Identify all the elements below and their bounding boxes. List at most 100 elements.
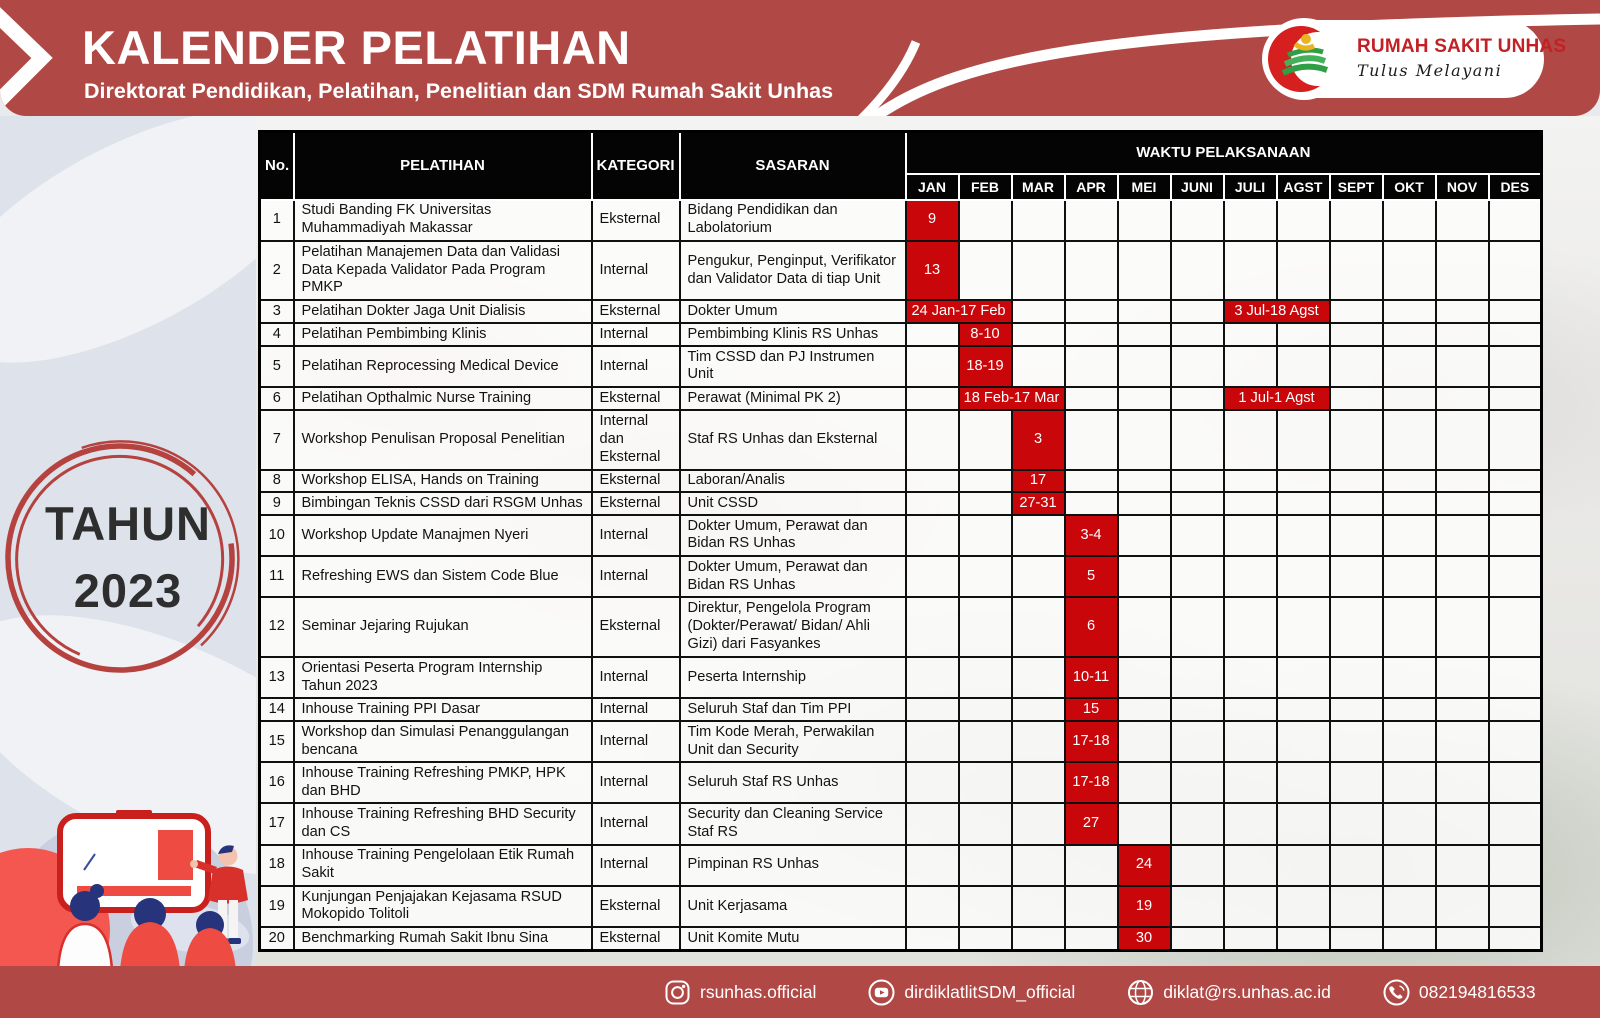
year-badge: TAHUN 2023 bbox=[0, 408, 256, 708]
month-cell bbox=[1275, 596, 1331, 659]
footer-youtube: dirdiklatlitSDM_official bbox=[868, 979, 1075, 1006]
table-row: 4 Pelatihan Pembimbing Klinis Internal Pemb… bbox=[258, 322, 1543, 347]
table-row: 8 Workshop ELISA, Hands on Training Ekster… bbox=[258, 468, 1543, 494]
month-cell bbox=[1222, 198, 1278, 242]
training-name-cell: Inhouse Training Refreshing PMKP, HPK da… bbox=[292, 761, 593, 805]
month-cell bbox=[1434, 239, 1490, 302]
month-cell bbox=[1169, 322, 1225, 347]
page-header: KALENDER PELATIHAN Direktorat Pendidikan… bbox=[0, 0, 1600, 116]
month-cell bbox=[1222, 802, 1278, 846]
target-audience-cell: Unit Kerjasama bbox=[678, 884, 907, 929]
month-cell bbox=[1381, 761, 1437, 805]
month-cell bbox=[1434, 408, 1490, 471]
month-cell bbox=[1487, 884, 1543, 929]
hospital-name: RUMAH SAKIT UNHAS bbox=[1357, 36, 1567, 57]
column-header-kategori: KATEGORI bbox=[590, 130, 681, 201]
month-cell bbox=[1381, 468, 1437, 494]
training-calendar: No. PELATIHAN KATEGORI SASARAN WAKTU PELAKSA… bbox=[258, 130, 1544, 952]
month-cell bbox=[1169, 198, 1225, 242]
month-cell bbox=[1169, 299, 1225, 325]
row-number-cell: 18 bbox=[258, 843, 295, 887]
month-cell bbox=[1010, 719, 1066, 764]
month-cell bbox=[1275, 513, 1331, 558]
month-header-agst: AGST bbox=[1275, 172, 1331, 201]
row-number-cell: 7 bbox=[258, 408, 295, 471]
month-cell bbox=[1328, 555, 1384, 599]
month-cell bbox=[1487, 513, 1543, 558]
calendar-table-head: No. PELATIHAN KATEGORI SASARAN WAKTU PELAKSA… bbox=[258, 130, 1543, 201]
month-cell bbox=[904, 926, 960, 952]
month-cell bbox=[1328, 322, 1384, 347]
month-cell bbox=[904, 656, 960, 700]
month-cell bbox=[1328, 344, 1384, 389]
table-row: 5 Pelatihan Reprocessing Medical Device In… bbox=[258, 344, 1543, 389]
row-number-cell: 17 bbox=[258, 802, 295, 846]
month-cell bbox=[1381, 719, 1437, 764]
month-cell bbox=[1169, 884, 1225, 929]
month-cell bbox=[1487, 239, 1543, 302]
row-number-cell: 3 bbox=[258, 299, 295, 325]
schedule-cell: 1 Jul-1 Agst bbox=[1222, 386, 1331, 411]
month-cell bbox=[1381, 656, 1437, 700]
month-cell bbox=[1487, 761, 1543, 805]
category-cell: Internal bbox=[590, 761, 681, 805]
month-cell bbox=[957, 239, 1013, 302]
month-cell bbox=[1328, 596, 1384, 659]
month-cell bbox=[1010, 697, 1066, 722]
row-number-cell: 6 bbox=[258, 386, 295, 411]
month-cell bbox=[1381, 697, 1437, 722]
month-cell bbox=[1328, 802, 1384, 846]
row-number-cell: 15 bbox=[258, 719, 295, 764]
month-cell bbox=[904, 596, 960, 659]
row-number-cell: 1 bbox=[258, 198, 295, 242]
month-cell bbox=[904, 697, 960, 722]
row-number-cell: 12 bbox=[258, 596, 295, 659]
month-header-mar: MAR bbox=[1010, 172, 1066, 201]
contact-footer: rsunhas.official dirdiklatlitSDM_officia… bbox=[0, 966, 1600, 1018]
month-cell bbox=[1169, 761, 1225, 805]
month-cell bbox=[1169, 468, 1225, 494]
sidebar-decoration bbox=[0, 116, 256, 415]
month-cell bbox=[1063, 468, 1119, 494]
category-cell: Internal bbox=[590, 344, 681, 389]
month-cell bbox=[1116, 491, 1172, 516]
month-cell bbox=[1487, 344, 1543, 389]
month-cell bbox=[904, 802, 960, 846]
month-cell bbox=[1434, 719, 1490, 764]
table-row: 6 Pelatihan Opthalmic Nurse Training Ekste… bbox=[258, 386, 1543, 411]
month-cell bbox=[1010, 555, 1066, 599]
month-cell bbox=[1328, 468, 1384, 494]
month-cell bbox=[1063, 344, 1119, 389]
target-audience-cell: Tim Kode Merah, Perwakilan Unit dan Secu… bbox=[678, 719, 907, 764]
schedule-cell: 9 bbox=[904, 198, 960, 242]
month-cell bbox=[1116, 299, 1172, 325]
table-row: 20 Benchmarking Rumah Sakit Ibnu Sina Ekst… bbox=[258, 926, 1543, 952]
month-cell bbox=[1169, 843, 1225, 887]
training-name-cell: Studi Banding FK Universitas Muhammadiya… bbox=[292, 198, 593, 242]
month-cell bbox=[1010, 322, 1066, 347]
column-header-pelatihan: PELATIHAN bbox=[292, 130, 593, 201]
month-cell bbox=[957, 656, 1013, 700]
month-cell bbox=[904, 322, 960, 347]
schedule-cell: 24 bbox=[1116, 843, 1172, 887]
month-cell bbox=[1010, 344, 1066, 389]
schedule-cell: 24 Jan-17 Feb bbox=[904, 299, 1013, 325]
table-row: 3 Pelatihan Dokter Jaga Unit Dialisis Ekst… bbox=[258, 299, 1543, 325]
month-cell bbox=[957, 491, 1013, 516]
month-cell bbox=[1381, 884, 1437, 929]
month-cell bbox=[1434, 468, 1490, 494]
month-cell bbox=[1275, 761, 1331, 805]
month-cell bbox=[1434, 884, 1490, 929]
target-audience-cell: Direktur, Pengelola Program (Dokter/Pera… bbox=[678, 596, 907, 659]
training-name-cell: Workshop Penulisan Proposal Penelitian bbox=[292, 408, 593, 471]
row-number-cell: 19 bbox=[258, 884, 295, 929]
training-name-cell: Inhouse Training Pengelolaan Etik Rumah … bbox=[292, 843, 593, 887]
month-cell bbox=[1063, 884, 1119, 929]
schedule-cell: 17-18 bbox=[1063, 761, 1119, 805]
month-cell bbox=[904, 843, 960, 887]
left-sidebar: TAHUN 2023 bbox=[0, 116, 256, 966]
category-cell: Eksternal bbox=[590, 491, 681, 516]
month-cell bbox=[1381, 386, 1437, 411]
month-cell bbox=[1010, 239, 1066, 302]
month-cell bbox=[1328, 926, 1384, 952]
